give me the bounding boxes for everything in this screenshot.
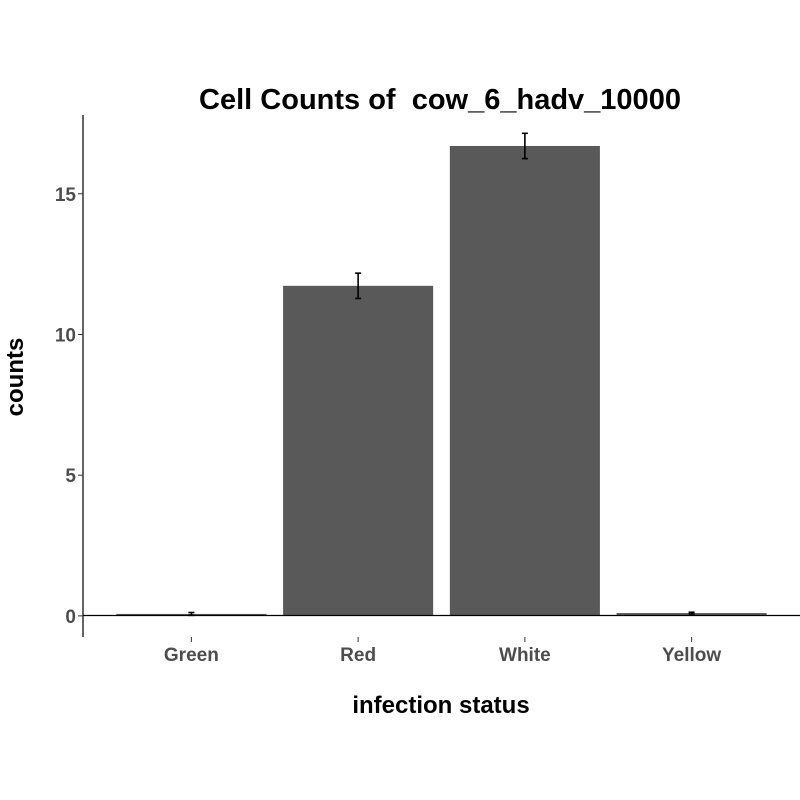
error-bar-white [521,132,528,160]
x-tick-label-red: Red [340,645,376,666]
x-tick-label-yellow: Yellow [662,645,721,666]
x-tick-label-white: White [499,645,551,666]
x-tick-label-green: Green [164,645,219,666]
y-axis-label: counts [2,338,29,417]
error-bar-red [355,272,362,300]
bar-red [283,285,434,616]
x-ticks-layer: Green Red White Yellow [164,637,721,666]
x-axis-label: infection status [352,692,529,719]
y-tick-label: 5 [65,466,76,487]
y-tick-label: 0 [65,607,76,628]
y-ticks-layer: 0 5 10 15 [55,185,83,628]
bar-white [449,145,600,616]
error-bars-layer [188,132,695,617]
y-tick-label: 15 [55,185,77,206]
y-tick-label: 10 [55,325,76,346]
bars-layer [116,145,767,616]
chart-title: Cell Counts of cow_6_hadv_10000 [199,84,681,116]
error-bar-yellow [688,611,695,615]
